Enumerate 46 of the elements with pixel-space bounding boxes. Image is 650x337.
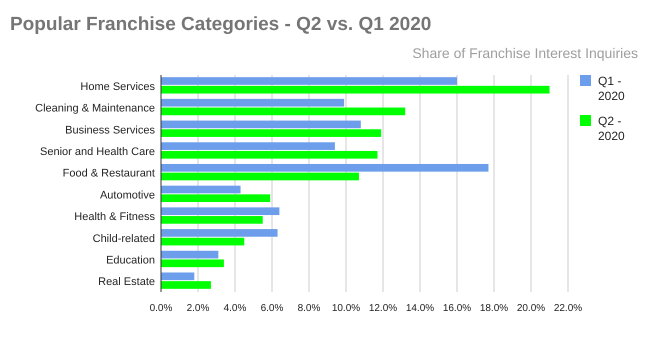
y-tick-label: Education xyxy=(106,254,155,266)
y-tick-label: Child-related xyxy=(92,232,155,245)
bar xyxy=(161,129,382,137)
bar xyxy=(161,164,488,172)
y-tick-label: Cleaning & Maintenance xyxy=(35,102,155,115)
bar xyxy=(161,142,335,150)
x-tick-label: 4.0% xyxy=(224,303,247,314)
bar xyxy=(161,86,550,94)
bar xyxy=(161,216,263,224)
x-tick-label: 18.0% xyxy=(480,303,508,314)
bar xyxy=(161,238,244,246)
y-tick-label: Real Estate xyxy=(98,276,155,288)
bar xyxy=(161,150,378,159)
chart-subtitle: Share of Franchise Interest Inquiries xyxy=(412,45,638,61)
bar xyxy=(161,281,211,289)
legend-label: Q1 - 2020 xyxy=(598,74,626,103)
x-tick-label: 12.0% xyxy=(368,303,398,314)
bar xyxy=(161,120,361,128)
x-tick-label: 6.0% xyxy=(260,303,284,314)
bar xyxy=(161,186,241,194)
y-tick-label: Food & Restaurant xyxy=(62,168,155,180)
bar xyxy=(161,172,359,180)
x-tick-label: 10.0% xyxy=(332,303,360,314)
y-tick-label: Automotive xyxy=(100,189,155,202)
x-tick-label: 20.0% xyxy=(516,303,546,314)
bar xyxy=(161,98,344,107)
chart-title: Popular Franchise Categories - Q2 vs. Q1 2020 xyxy=(10,14,432,35)
x-tick-label: 2.0% xyxy=(186,303,210,314)
bar xyxy=(161,259,224,268)
bar xyxy=(161,207,280,216)
x-tick-label: 14.0% xyxy=(406,303,434,314)
bar xyxy=(161,229,278,237)
y-tick-label: Health & Fitness xyxy=(74,211,156,224)
y-tick-label: Home Services xyxy=(80,80,156,93)
bar xyxy=(161,250,218,258)
x-tick-label: 0.0% xyxy=(150,303,173,314)
legend-label: Q2 - 2020 xyxy=(598,114,626,143)
y-tick-label: Senior and Health Care xyxy=(40,146,155,158)
bar xyxy=(161,272,194,280)
y-tick-label: Business Services xyxy=(65,124,156,136)
x-tick-label: 8.0% xyxy=(298,303,321,314)
x-tick-label: 16.0% xyxy=(442,303,472,314)
bar xyxy=(161,108,406,116)
x-tick-label: 22.0% xyxy=(554,303,582,314)
bar xyxy=(161,77,457,85)
bar xyxy=(161,194,270,202)
